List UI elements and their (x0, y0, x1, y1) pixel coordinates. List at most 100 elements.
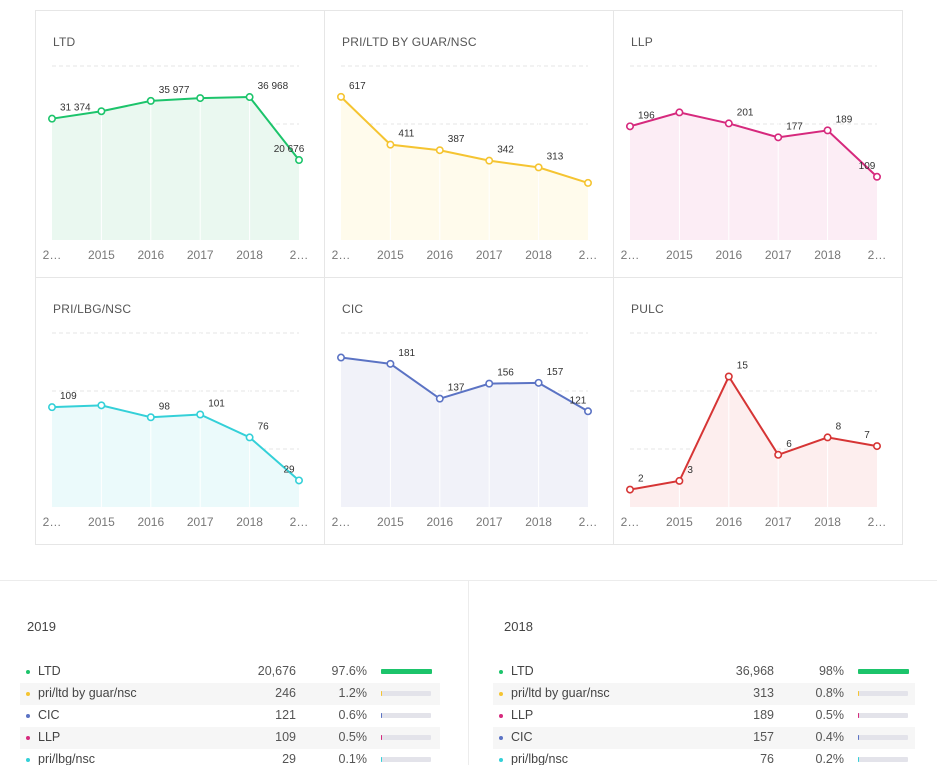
x-tick-label: 2… (579, 248, 598, 262)
row-percent: 1.2% (338, 686, 368, 700)
data-point (386, 140, 395, 149)
data-point (675, 476, 684, 485)
data-point (724, 119, 733, 128)
row-name: LTD (511, 664, 534, 678)
data-label: 617 (349, 81, 366, 92)
row-name: LLP (38, 730, 61, 744)
data-point (146, 96, 155, 105)
x-tick-label: 2017 (476, 515, 503, 529)
row-value: 109 (275, 730, 296, 744)
row-percent: 97.6% (331, 664, 367, 678)
x-tick-label: 2018 (814, 515, 841, 529)
share-bar-fill (381, 669, 432, 674)
share-bar (858, 691, 908, 696)
chart-title: CIC (342, 302, 364, 316)
x-tick-label: 2016 (715, 248, 742, 262)
row-percent: 0.8% (815, 686, 845, 700)
data-label: 36 968 (258, 81, 289, 92)
data-label: 76 (258, 421, 270, 432)
x-tick-label: 2… (332, 515, 351, 529)
data-label: 109 (859, 161, 876, 172)
x-tick-label: 2016 (426, 248, 453, 262)
data-point (626, 485, 635, 494)
data-label: 3 (687, 465, 693, 476)
row-name: LTD (38, 664, 61, 678)
area-fill (341, 357, 588, 507)
series-line (340, 96, 589, 184)
data-label: 2 (638, 474, 644, 485)
row-value: 189 (753, 708, 774, 722)
data-label: 342 (497, 145, 514, 156)
chart-svg: 31 374 35 977 36 968 20 676 2… 2015 2016 2017 20… (43, 65, 309, 262)
x-tick-label: 2016 (426, 515, 453, 529)
share-bar-fill (858, 713, 859, 718)
data-label: 31 374 (60, 103, 91, 114)
row-value: 36,968 (735, 664, 774, 678)
data-label: 20 676 (274, 144, 305, 155)
data-point (583, 178, 592, 187)
x-tick-label: 2017 (765, 248, 792, 262)
table-row: LLP 109 0.5% (20, 727, 440, 749)
table-row: pri/ltd by guar/nsc 313 0.8% (493, 683, 915, 705)
data-point (337, 353, 346, 362)
data-point (97, 401, 106, 410)
legend-dot (26, 758, 30, 762)
data-label: 109 (60, 391, 77, 402)
data-point (435, 394, 444, 403)
table-year: 2018 (504, 619, 533, 634)
x-tick-label: 2… (290, 248, 309, 262)
share-bar-fill (858, 757, 859, 762)
data-point (774, 450, 783, 459)
share-bar (858, 669, 909, 674)
data-label: 6 (786, 439, 792, 450)
series-line (340, 356, 589, 413)
share-bar (858, 735, 908, 740)
chart-svg: 196 201 177 189 109 2… 2015 2016 2017 2018 2… (621, 65, 886, 262)
data-point (534, 163, 543, 172)
legend-dot (26, 736, 30, 740)
row-name: CIC (38, 708, 60, 722)
chart-panel-pulc: PULC 2 3 15 6 8 7 2… 2015 2016 2017 2018 2… (614, 278, 903, 545)
data-point (774, 133, 783, 142)
table-row: pri/lbg/nsc 29 0.1% (20, 749, 440, 765)
x-tick-label: 2… (579, 515, 598, 529)
data-point (823, 433, 832, 442)
chart-panel-cic: CIC 181 137 156 157 121 2… 2015 2016 2017 2018 2… (325, 278, 614, 545)
data-point (245, 433, 254, 442)
row-percent: 0.2% (815, 752, 845, 765)
x-tick-label: 2015 (377, 248, 404, 262)
share-bar (381, 713, 431, 718)
area-fill (630, 112, 877, 240)
x-tick-label: 2018 (236, 515, 263, 529)
data-point (534, 378, 543, 387)
share-bar-fill (858, 691, 859, 696)
table-row: LTD 36,968 98% (493, 661, 915, 683)
row-percent: 0.4% (815, 730, 845, 744)
x-tick-label: 2017 (476, 248, 503, 262)
x-tick-label: 2017 (187, 515, 214, 529)
table-row: pri/ltd by guar/nsc 246 1.2% (20, 683, 440, 705)
data-label: 29 (283, 464, 295, 475)
data-point (196, 94, 205, 103)
area-fill (630, 376, 877, 507)
data-label: 177 (786, 121, 803, 132)
data-point (626, 122, 635, 131)
row-name: pri/lbg/nsc (511, 752, 568, 765)
data-label: 156 (497, 368, 514, 379)
data-point (294, 476, 303, 485)
legend-dot (26, 714, 30, 718)
data-point (583, 407, 592, 416)
table-row: LTD 20,676 97.6% (20, 661, 440, 683)
table-row: pri/lbg/nsc 76 0.2% (493, 749, 915, 765)
row-value: 121 (275, 708, 296, 722)
x-tick-label: 2016 (715, 515, 742, 529)
area-fill (52, 405, 299, 507)
series-line (629, 374, 878, 491)
share-bar (858, 757, 908, 762)
area-fill (52, 97, 299, 240)
legend-dot (499, 692, 503, 696)
data-point (337, 92, 346, 101)
data-label: 411 (398, 129, 414, 140)
chart-svg: 109 98 101 76 29 2… 2015 2016 2017 2018 2… (43, 332, 308, 529)
x-tick-label: 2… (621, 515, 640, 529)
